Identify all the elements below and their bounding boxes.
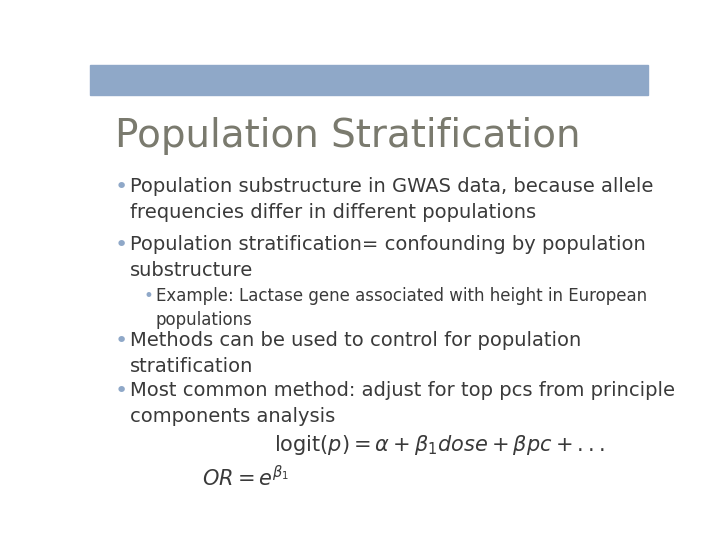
Bar [90, 65, 648, 94]
Text: Methods can be used to control for population
stratification: Methods can be used to control for popul… [130, 331, 582, 376]
Text: Example: Lactase gene associated with height in European
populations: Example: Lactase gene associated with he… [156, 287, 647, 329]
Text: •: • [115, 177, 128, 197]
Text: •: • [143, 287, 153, 305]
Text: Population stratification= confounding by population
substructure: Population stratification= confounding b… [130, 235, 646, 280]
Text: •: • [115, 381, 128, 401]
Text: •: • [115, 235, 128, 255]
Text: $\mathrm{logit}(p) = \alpha + \beta_1 dose + \beta pc + ...$: $\mathrm{logit}(p) = \alpha + \beta_1 do… [274, 433, 605, 457]
Text: •: • [115, 331, 128, 351]
Text: Most common method: adjust for top pcs from principle
components analysis: Most common method: adjust for top pcs f… [130, 381, 675, 426]
Text: $OR = e^{\beta_1}$: $OR = e^{\beta_1}$ [202, 465, 289, 490]
Text: Population Stratification: Population Stratification [115, 117, 580, 155]
Text: Population substructure in GWAS data, because allele
frequencies differ in diffe: Population substructure in GWAS data, be… [130, 177, 654, 222]
